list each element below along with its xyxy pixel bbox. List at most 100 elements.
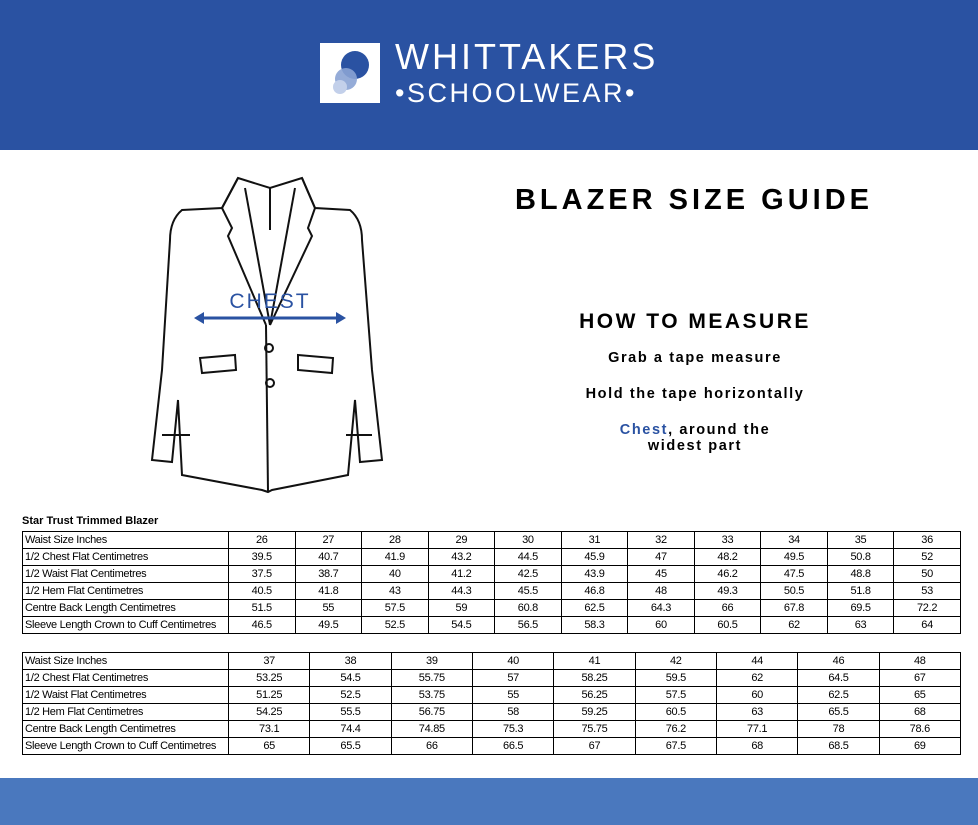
table-cell: 49.3	[693, 582, 762, 600]
table-cell: 67.8	[760, 599, 828, 617]
table-cell: 66	[693, 599, 762, 617]
row-label: 1/2 Waist Flat Centimetres	[22, 565, 229, 583]
table-cell: 73.1	[227, 720, 311, 738]
table-row: 1/2 Chest Flat Centimetres 39.5 40.7 41.9 43…	[22, 548, 961, 566]
size-header: 44	[715, 652, 799, 670]
size-header: 41	[553, 652, 636, 670]
table-cell: 41.8	[294, 582, 363, 600]
table-cell: 50	[893, 565, 961, 583]
table-cell: 66	[390, 737, 473, 755]
row-label: Waist Size Inches	[22, 531, 229, 549]
table-cell: 69	[878, 737, 961, 755]
table-cell: 65.5	[797, 703, 880, 721]
table-cell: 55.5	[309, 703, 392, 721]
table-cell: 68.5	[797, 737, 880, 755]
size-header: 29	[427, 531, 496, 549]
blazer-illustration: CHEST	[150, 176, 384, 494]
table-cell: 67.5	[634, 737, 717, 755]
instruction: Grab a tape measure	[608, 350, 782, 366]
table-cell: 37.5	[228, 565, 296, 583]
table-cell: 62.5	[797, 686, 880, 704]
table-cell: 43.9	[560, 565, 629, 583]
table-cell: 53.25	[227, 669, 311, 687]
size-header: 39	[390, 652, 473, 670]
table-cell: 60.5	[634, 703, 717, 721]
footer-band	[0, 778, 978, 825]
table-cell: 48.2	[693, 548, 762, 566]
table-cell: 51.8	[826, 582, 895, 600]
table-cell: 75.3	[471, 720, 555, 738]
table-cell: 75.75	[553, 720, 636, 738]
table-cell: 57.5	[361, 599, 429, 617]
table-row: Centre Back Length Centimetres 51.5 55 57.5…	[22, 599, 961, 617]
table-cell: 55.75	[390, 669, 473, 687]
row-label: 1/2 Waist Flat Centimetres	[22, 686, 229, 704]
table-cell: 74.4	[309, 720, 392, 738]
table-cell: 43	[361, 582, 429, 600]
size-header: 30	[494, 531, 562, 549]
instruction-text: widest part	[647, 438, 743, 454]
table-cell: 54.5	[427, 616, 496, 634]
table-cell: 52.5	[309, 686, 392, 704]
row-label: 1/2 Chest Flat Centimetres	[22, 548, 229, 566]
table-cell: 72.2	[893, 599, 961, 617]
row-label: Sleeve Length Crown to Cuff Centimetres	[22, 737, 229, 755]
table-cell: 58.3	[560, 616, 629, 634]
highlight: Chest	[619, 422, 669, 438]
table-cell: 64.5	[797, 669, 880, 687]
table-caption: Star Trust Trimmed Blazer	[22, 515, 159, 527]
table-cell: 52	[893, 548, 961, 566]
table-cell: 55	[294, 599, 363, 617]
table-cell: 49.5	[760, 548, 828, 566]
table-cell: 66.5	[471, 737, 555, 755]
table-cell: 64	[893, 616, 961, 634]
table-cell: 55	[471, 686, 555, 704]
size-header: 31	[560, 531, 629, 549]
table-cell: 54.25	[227, 703, 311, 721]
table-cell: 69.5	[826, 599, 895, 617]
table-cell: 46.5	[228, 616, 296, 634]
size-header: 46	[797, 652, 880, 670]
size-header: 32	[627, 531, 695, 549]
row-label: Centre Back Length Centimetres	[22, 599, 229, 617]
table-cell: 56.5	[494, 616, 562, 634]
table-cell: 40.5	[228, 582, 296, 600]
table-row: 1/2 Waist Flat Centimetres 37.5 38.7 40 41.2…	[22, 565, 961, 583]
table-cell: 68	[878, 703, 961, 721]
table-cell: 62	[715, 669, 799, 687]
table-row: Sleeve Length Crown to Cuff Centimetres 4…	[22, 616, 961, 634]
table-cell: 57.5	[634, 686, 717, 704]
brand-name: WHITTAKERS	[395, 36, 659, 77]
table-cell: 46.8	[560, 582, 629, 600]
table-cell: 59.25	[553, 703, 636, 721]
table-cell: 39.5	[228, 548, 296, 566]
table-cell: 50.8	[826, 548, 895, 566]
size-header: 28	[361, 531, 429, 549]
table-cell: 49.5	[294, 616, 363, 634]
size-header: 40	[471, 652, 555, 670]
table-cell: 67	[553, 737, 636, 755]
table-cell: 56.75	[390, 703, 473, 721]
table-cell: 62.5	[560, 599, 629, 617]
row-label: Waist Size Inches	[22, 652, 229, 670]
instruction: Chest, around the widest part	[520, 422, 870, 454]
table-row: 1/2 Hem Flat Centimetres 40.5 41.8 43 44.3 45…	[22, 582, 961, 600]
table-cell: 68	[715, 737, 799, 755]
table-row: 1/2 Chest Flat Centimetres 53.25 54.5 55.75…	[22, 669, 961, 687]
size-table: Waist Size Inches 37 38 39 40 41 42 44 46 48 1/2 C…	[22, 652, 961, 755]
table-row: Waist Size Inches 26 27 28 29 30 31 32 33 34 35 36	[22, 531, 961, 549]
table-cell: 40.7	[294, 548, 363, 566]
table-cell: 64.3	[627, 599, 695, 617]
table-row: 1/2 Hem Flat Centimetres 54.25 55.5 56.75 58…	[22, 703, 961, 721]
row-label: 1/2 Chest Flat Centimetres	[22, 669, 229, 687]
table-cell: 78	[797, 720, 880, 738]
table-cell: 52.5	[361, 616, 429, 634]
table-cell: 42.5	[494, 565, 562, 583]
page-title: BLAZER SIZE GUIDE	[514, 184, 873, 216]
table-cell: 59.5	[634, 669, 717, 687]
table-row: Waist Size Inches 37 38 39 40 41 42 44 46 48	[22, 652, 961, 670]
size-header: 36	[893, 531, 961, 549]
table-cell: 46.2	[693, 565, 762, 583]
row-label: 1/2 Hem Flat Centimetres	[22, 582, 229, 600]
